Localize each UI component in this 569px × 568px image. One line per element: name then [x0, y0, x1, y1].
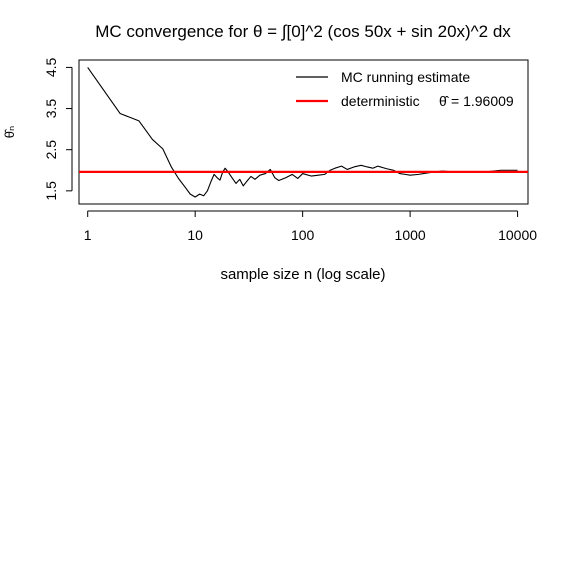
plot-area	[79, 67, 528, 198]
legend-label-deterministic: deterministic	[341, 93, 420, 109]
y-tick-label: 1.5	[43, 181, 59, 201]
y-tick-label: 2.5	[43, 140, 59, 160]
y-tick-label: 4.5	[43, 57, 59, 77]
x-tick-label: 1	[84, 227, 92, 243]
legend-label-mc: MC running estimate	[341, 69, 470, 85]
x-tick-label: 10000	[498, 227, 537, 243]
x-axis: 1 10 100 1000 10000	[84, 210, 537, 243]
y-tick-label: 3.5	[43, 99, 59, 119]
x-tick-label: 10	[187, 227, 203, 243]
x-axis-label: sample size n (log scale)	[220, 266, 385, 283]
x-tick-label: 1000	[395, 227, 426, 243]
chart-title: MC convergence for θ = ∫[0]^2 (cos 50x +…	[95, 22, 511, 41]
x-tick-label: 100	[291, 227, 315, 243]
y-axis: 1.5 2.5 3.5 4.5	[43, 57, 73, 201]
plot-frame	[78, 59, 529, 205]
legend: MC running estimate deterministic θ̂ = 1…	[296, 69, 514, 109]
legend-deterministic-value: = 1.96009	[451, 93, 514, 109]
series-line-mc-running-estimate	[87, 67, 518, 198]
y-axis-label: θ̂ₙ	[2, 126, 17, 138]
legend-theta-hat-symbol: θ̂	[439, 93, 450, 109]
